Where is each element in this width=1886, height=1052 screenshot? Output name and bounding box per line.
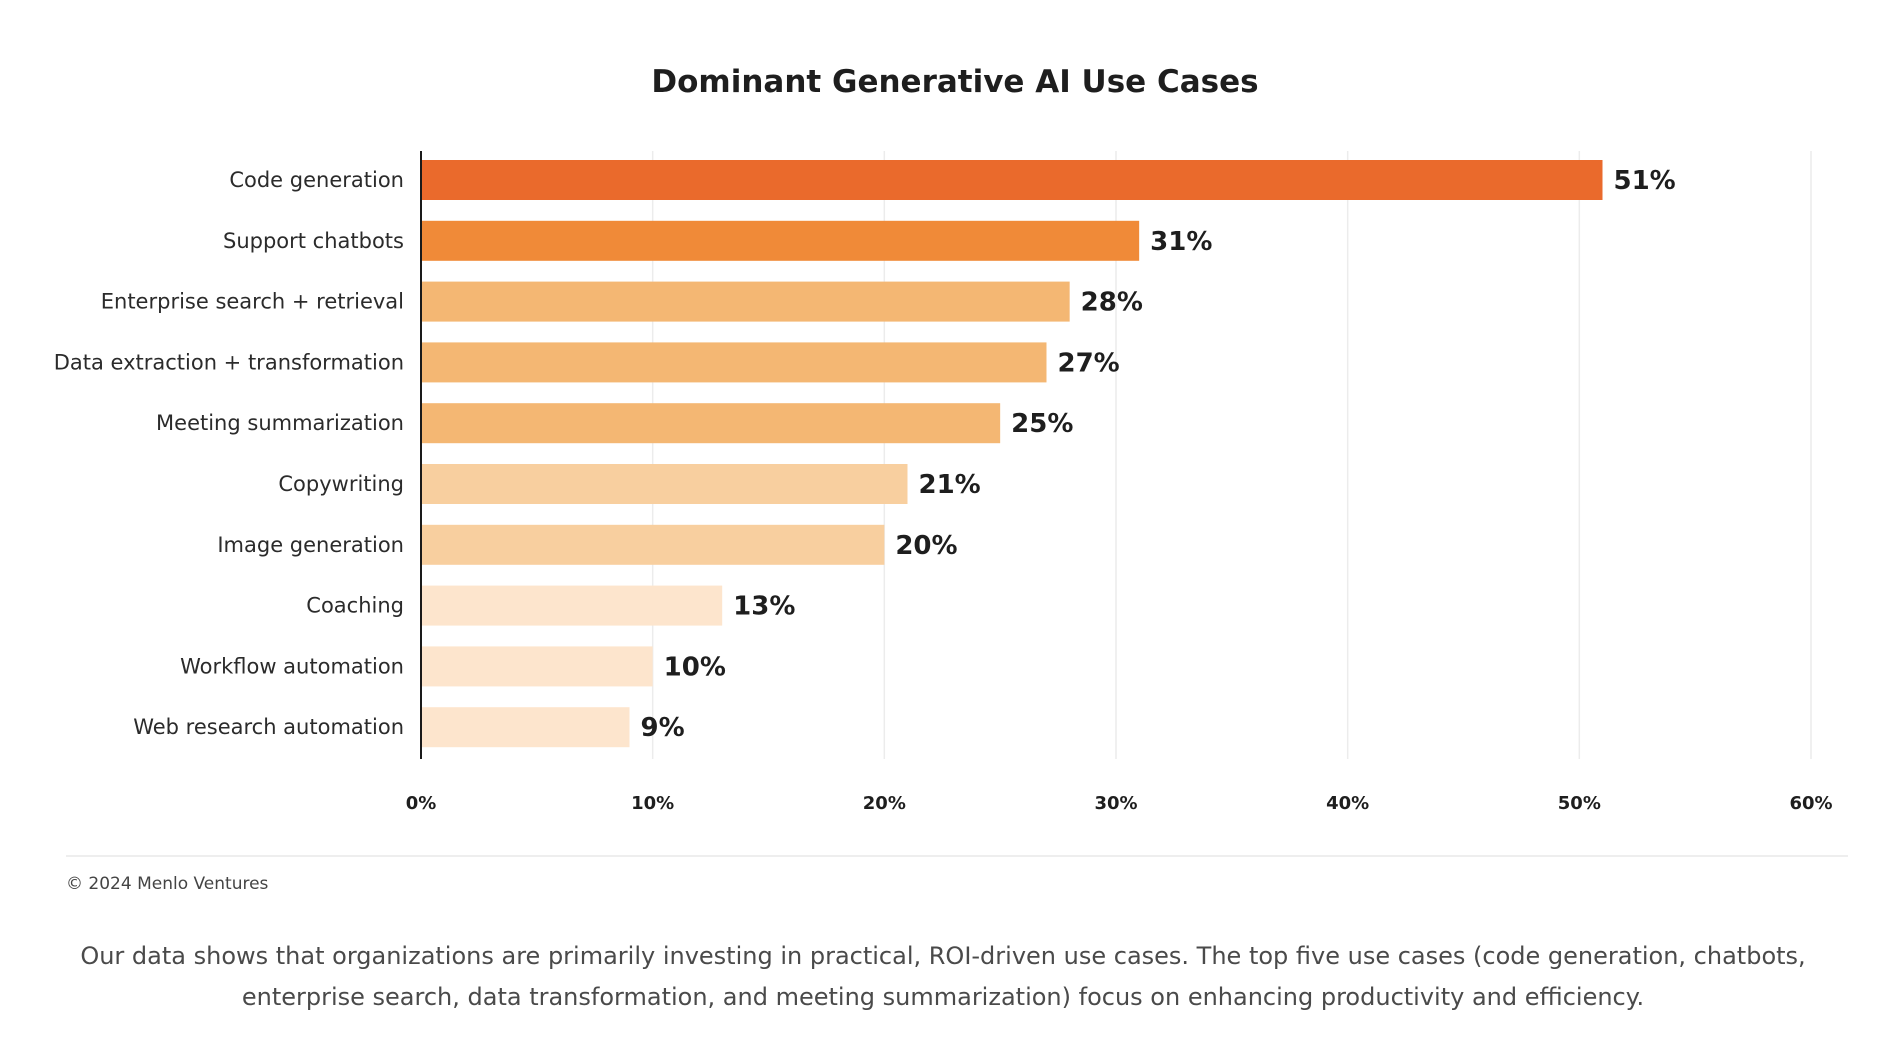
value-label: 51% [1614,166,1676,196]
category-label: Image generation [217,533,404,557]
category-label: Copywriting [278,472,404,496]
x-tick-label: 20% [863,793,906,814]
x-tick-label: 50% [1558,793,1601,814]
bar [421,707,630,748]
x-tick-label: 40% [1326,793,1369,814]
bar [421,524,885,565]
bar [421,281,1070,322]
bar [421,342,1047,383]
category-label: Code generation [229,168,404,192]
bar-chart: Dominant Generative AI Use Cases Code ge… [54,64,1833,814]
value-label: 21% [919,470,981,500]
bar [421,160,1603,200]
caption-text: Our data shows that organizations are pr… [80,942,1806,1011]
x-tick-label: 0% [406,793,437,814]
value-label: 9% [641,713,685,743]
value-labels: 51% 31% 28% 27% 25% 21% 20% 13%10% 9% [641,166,1676,743]
value-label: 25% [1011,409,1073,439]
bar [421,646,653,687]
category-label: Data extraction + transformation [54,350,404,374]
category-label: Coaching [306,594,404,618]
x-axis-ticks: 0% 10% 20% 30% 40% 50% 60% [406,793,1833,814]
x-tick-label: 10% [631,793,674,814]
category-label: Support chatbots [223,229,404,253]
divider [66,855,1848,857]
copyright-text: © 2024 Menlo Ventures [66,874,269,894]
bars [421,160,1603,748]
x-tick-label: 30% [1094,793,1137,814]
category-label: Web research automation [133,715,404,739]
category-label: Meeting summarization [156,411,404,435]
category-labels: Code generation Support chatbots Enterpris… [54,168,404,739]
value-label: 27% [1058,348,1120,378]
bar [421,464,908,504]
bar [421,220,1140,261]
value-label: 31% [1150,227,1212,257]
category-label: Enterprise search + retrieval [101,290,404,314]
x-tick-label: 60% [1789,793,1832,814]
value-label: 10% [664,652,726,682]
category-label: Workflow automation [180,654,404,678]
value-label: 20% [895,531,957,561]
bar [421,585,723,626]
chart-title: Dominant Generative AI Use Cases [651,64,1258,100]
value-label: 28% [1081,288,1143,318]
value-label: 13% [733,592,795,622]
bar [421,403,1001,444]
